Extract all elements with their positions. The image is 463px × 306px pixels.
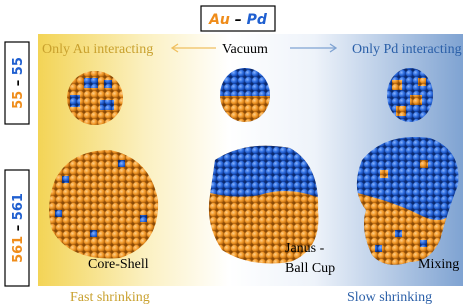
row-au: 561	[11, 236, 26, 263]
label-janus: Ball Cup	[285, 261, 335, 276]
footer-left: Fast shrinking	[70, 290, 150, 305]
label-core-shell: Core-Shell	[88, 257, 149, 272]
title-au: Au	[208, 12, 230, 28]
label-mixing: Mixing	[418, 257, 459, 272]
title-dash: –	[235, 12, 242, 28]
title: Au – Pd	[208, 12, 268, 28]
header-left: Only Au interacting	[42, 42, 153, 57]
row-dash: –	[11, 80, 26, 87]
header-center: Vacuum	[222, 42, 268, 57]
row-pd: 55	[11, 57, 26, 75]
title-pd: Pd	[247, 12, 268, 28]
row-au: 55	[11, 91, 26, 109]
row-label: 55 – 55	[11, 57, 26, 109]
footer-right: Slow shrinking	[347, 290, 432, 305]
figure: Au – Pd 55 – 55 561 – 561 Only Au intera…	[0, 0, 463, 306]
row-label: 561 – 561	[11, 193, 26, 263]
header-right: Only Pd interacting	[352, 42, 462, 57]
row-dash: –	[11, 225, 26, 232]
label-janus: Janus -	[285, 241, 325, 256]
row-pd: 561	[11, 193, 26, 220]
